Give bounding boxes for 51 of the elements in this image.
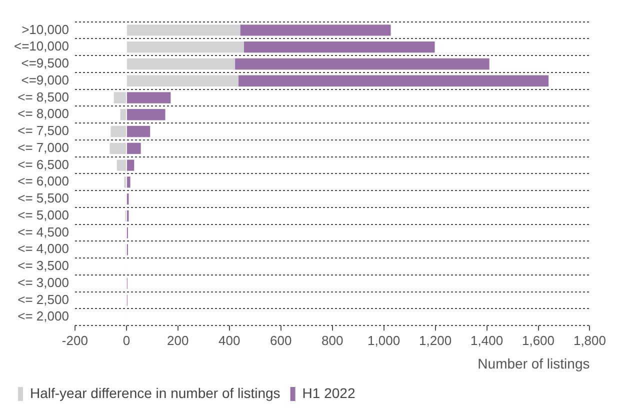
y-tick-label: <= 8,500 — [18, 89, 69, 104]
y-tick-label: <= 2,000 — [18, 308, 69, 324]
y-tick-label: >10,000 — [22, 22, 69, 37]
bar — [235, 58, 490, 70]
x-tick-label: 0 — [122, 332, 130, 348]
y-tick-label: <=9,000 — [21, 72, 69, 88]
x-tick-label: 800 — [321, 332, 344, 348]
y-tick-label: <= 6,500 — [18, 156, 69, 172]
y-tick-label: <= 3,000 — [18, 274, 69, 290]
bar — [240, 24, 391, 36]
x-tick-label: 1,600 — [522, 332, 555, 348]
bar — [110, 126, 126, 138]
x-tick-label: 1,200 — [419, 332, 452, 348]
y-tick-label: <= 7,000 — [18, 140, 69, 155]
bar — [126, 75, 238, 86]
x-tick-label: 1,400 — [470, 332, 504, 348]
y-tick-label: <= 3,500 — [18, 258, 69, 274]
bar — [126, 176, 130, 188]
x-tick-label: 600 — [270, 332, 292, 348]
bar — [126, 160, 134, 171]
bar — [126, 126, 150, 138]
x-tick-label: 400 — [218, 332, 240, 348]
y-tick-label: <= 6,000 — [18, 174, 69, 189]
x-tick-label: 1,800 — [573, 332, 606, 348]
legend-label: H1 2022 — [302, 384, 356, 401]
bar — [126, 142, 141, 154]
bar — [126, 92, 171, 104]
y-tick-label: <= 7,500 — [18, 123, 69, 138]
bar — [116, 160, 126, 171]
y-tick-label: <=9,500 — [21, 56, 69, 71]
bar — [110, 142, 126, 154]
x-tick-label: -200 — [62, 332, 88, 348]
x-axis-title: Number of listings — [478, 355, 590, 372]
bar — [126, 42, 244, 53]
bar — [244, 42, 435, 53]
bar — [126, 58, 236, 70]
bar — [238, 75, 549, 86]
x-tick-label: 1,000 — [368, 332, 400, 348]
bar — [126, 109, 166, 120]
y-tick-label: <= 5,500 — [18, 190, 69, 206]
bar — [114, 92, 126, 104]
y-tick-label: <=10,000 — [14, 38, 69, 54]
bar — [120, 109, 126, 120]
y-tick-label: <= 4,000 — [18, 241, 69, 256]
x-tick-label: 200 — [167, 332, 189, 348]
y-tick-label: <= 4,500 — [18, 224, 69, 240]
bar — [126, 24, 240, 36]
y-tick-label: <= 5,000 — [18, 207, 69, 222]
legend-label: Half-year difference in number of listings — [30, 384, 280, 401]
y-tick-label: <= 2,500 — [18, 292, 69, 307]
y-tick-label: <= 8,000 — [18, 106, 69, 122]
